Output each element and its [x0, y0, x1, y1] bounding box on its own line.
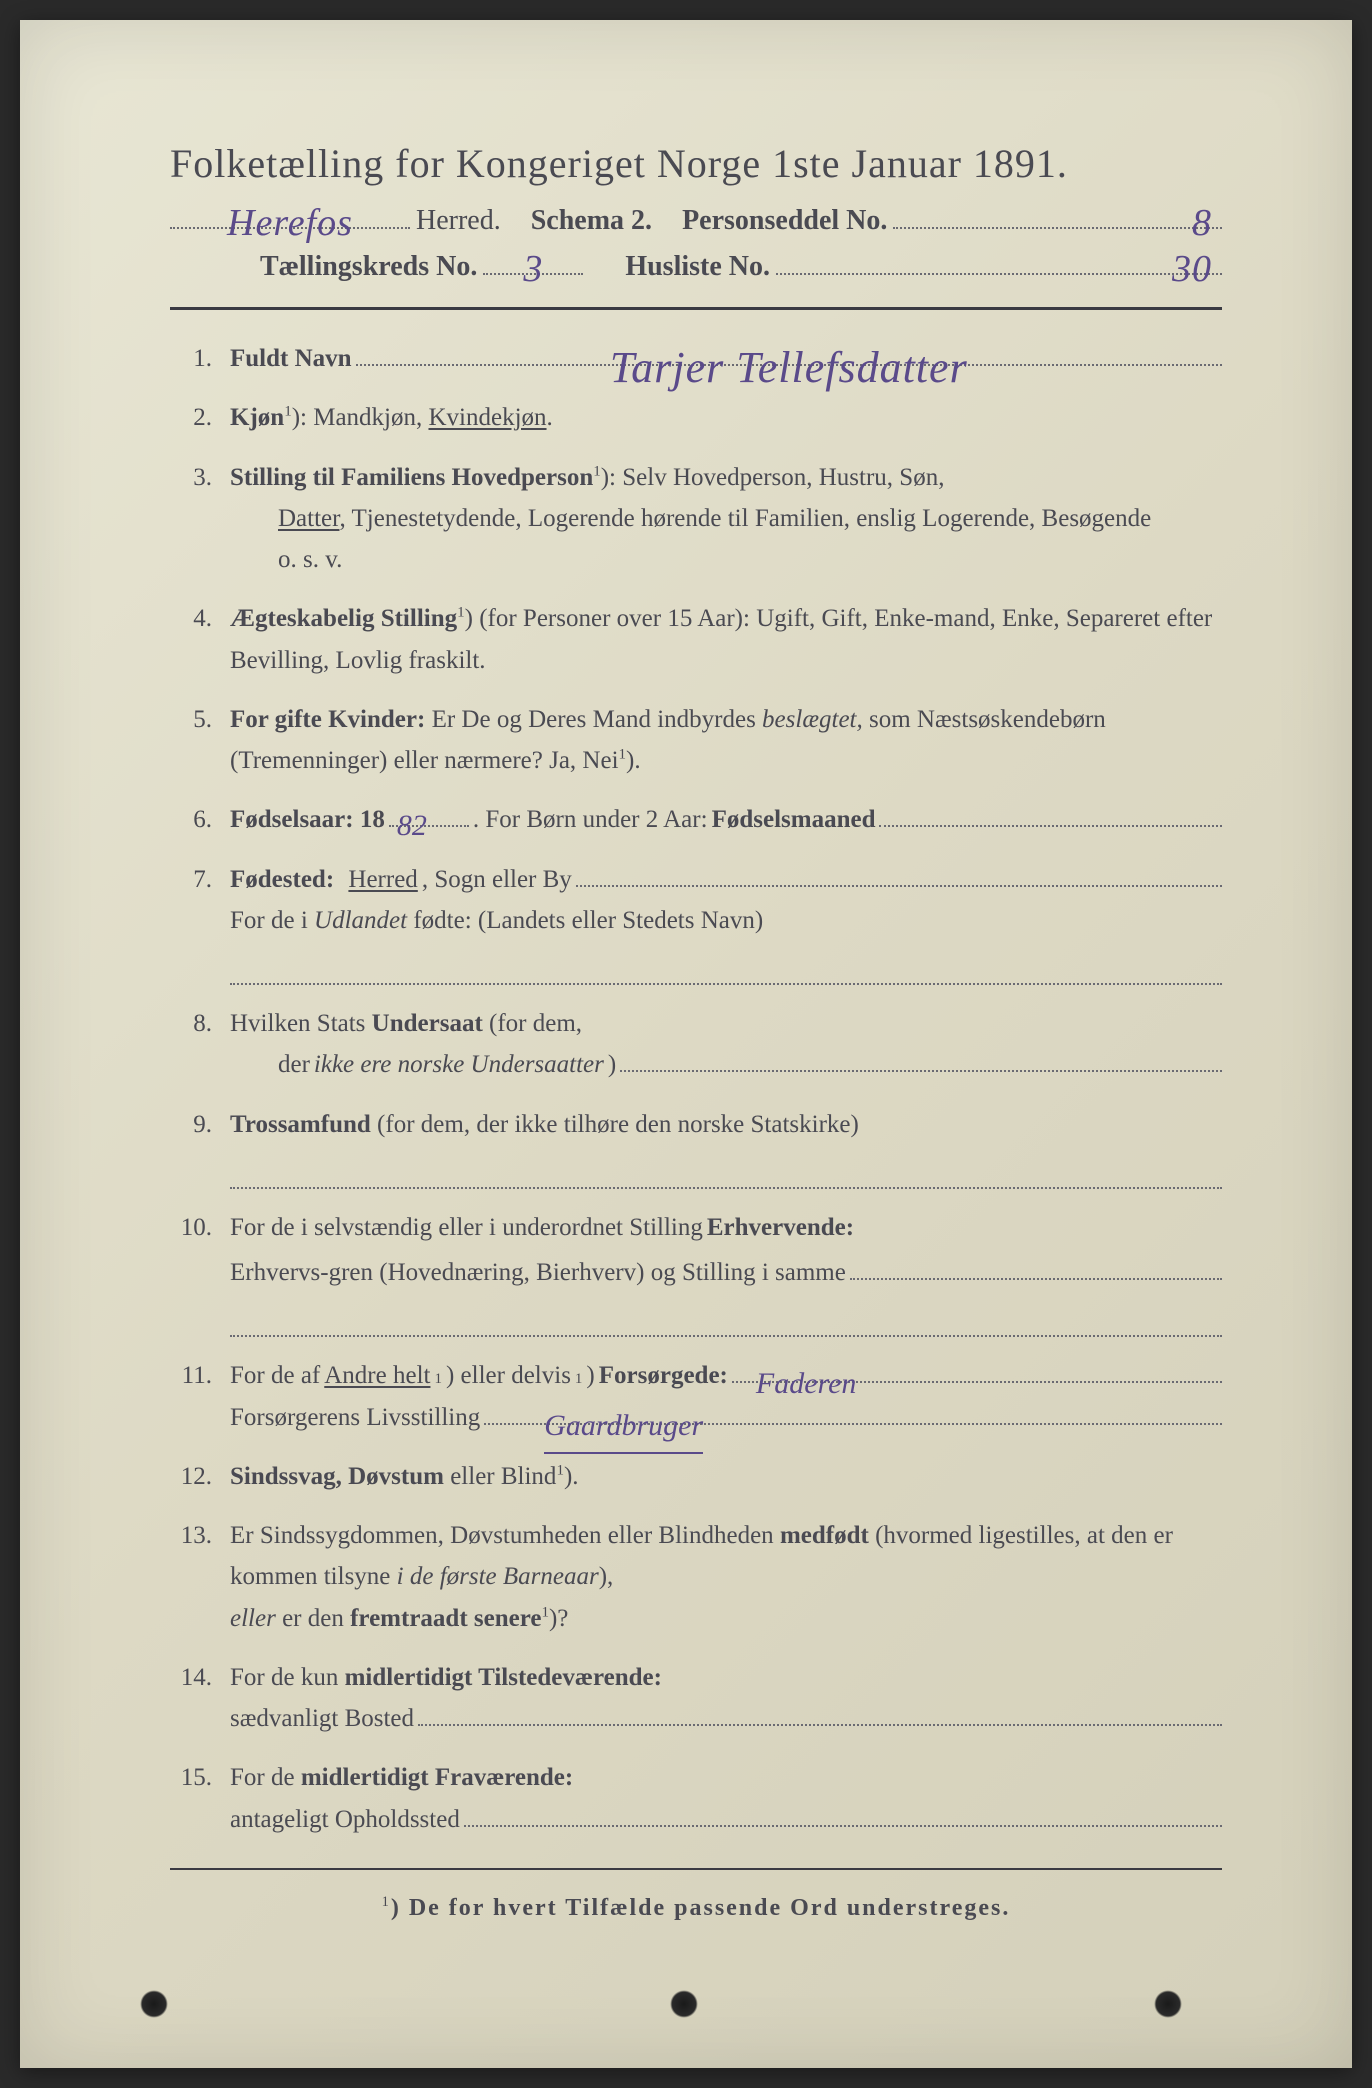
birthyear-field: 82: [389, 825, 469, 827]
item-10-occupation: 10. For de i selvstændig eller i underor…: [170, 1207, 1222, 1338]
header-row-1: Herefos Herred. Schema 2. Personseddel N…: [170, 205, 1222, 237]
divider-top: [170, 307, 1222, 310]
religion-field: [230, 1149, 1222, 1189]
occupation-field-1: [850, 1278, 1222, 1280]
taellingskreds-field: 3: [483, 273, 583, 275]
birthplace-abroad-field: [230, 945, 1222, 985]
personseddel-field: 8: [893, 227, 1222, 229]
husliste-label: Husliste No.: [625, 251, 770, 283]
provider-occupation-value: Gaardbruger: [544, 1401, 703, 1455]
schema-label: Schema 2.: [531, 205, 652, 237]
herred-field: Herefos: [170, 227, 410, 229]
item-1-name: 1. Fuldt Navn Tarjer Tellefsdatter: [170, 338, 1222, 379]
page-title: Folketælling for Kongeriget Norge 1ste J…: [170, 140, 1222, 187]
husliste-value: 30: [1172, 247, 1212, 291]
form-items: 1. Fuldt Navn Tarjer Tellefsdatter 2. Kj…: [170, 338, 1222, 1840]
item-15-absent: 15. For de midlertidigt Fraværende: anta…: [170, 1757, 1222, 1840]
item-14-present: 14. For de kun midlertidigt Tilstedevære…: [170, 1657, 1222, 1740]
footnote: 1) De for hvert Tilfælde passende Ord un…: [170, 1894, 1222, 1922]
personseddel-label: Personseddel No.: [682, 205, 887, 237]
punch-hole-icon: [140, 1990, 168, 2018]
item-7-selected: Herred: [348, 859, 417, 900]
birthplace-field: [576, 885, 1222, 887]
occupation-field-2: [230, 1297, 1222, 1337]
husliste-field: 30: [776, 273, 1222, 275]
item-3-relation: 3. Stilling til Familiens Hovedperson1):…: [170, 457, 1222, 581]
provider-relation-field: Faderen: [732, 1381, 1222, 1383]
divider-bottom: [170, 1868, 1222, 1870]
birthyear-value: 82: [397, 801, 427, 851]
herred-value: Herefos: [227, 201, 353, 245]
item-1-field: Tarjer Tellefsdatter: [356, 364, 1222, 366]
item-8-citizenship: 8. Hvilken Stats Undersaat (for dem, der…: [170, 1003, 1222, 1086]
taellingskreds-label: Tællingskreds No.: [260, 251, 477, 283]
item-5-related: 5. For gifte Kvinder: Er De og Deres Man…: [170, 699, 1222, 782]
punch-hole-icon: [670, 1990, 698, 2018]
citizenship-field: [620, 1070, 1222, 1072]
item-4-marital: 4. Ægteskabelig Stilling1) (for Personer…: [170, 598, 1222, 681]
usual-residence-field: [418, 1724, 1222, 1726]
provider-relation-value: Faderen: [756, 1359, 857, 1409]
item-11-dependent: 11. For de af Andre helt1) eller delvis1…: [170, 1355, 1222, 1438]
item-3-selected: Datter: [278, 505, 339, 532]
item-7-birthplace: 7. Fødested: Herred, Sogn eller By For d…: [170, 859, 1222, 986]
item-1-value: Tarjer Tellefsdatter: [610, 332, 968, 405]
item-12-disability: 12. Sindssvag, Døvstum eller Blind1).: [170, 1456, 1222, 1497]
herred-label: Herred.: [416, 205, 501, 237]
taellingskreds-value: 3: [523, 247, 543, 291]
item-2-selected: Kvindekjøn: [428, 404, 546, 431]
item-9-religion: 9. Trossamfund (for dem, der ikke tilhør…: [170, 1104, 1222, 1189]
punch-hole-icon: [1154, 1990, 1182, 2018]
personseddel-value: 8: [1192, 201, 1212, 245]
item-13-congenital: 13. Er Sindssygdommen, Døvstumheden elle…: [170, 1515, 1222, 1639]
provider-occupation-field: Gaardbruger: [484, 1423, 1222, 1425]
census-form-page: Folketælling for Kongeriget Norge 1ste J…: [20, 20, 1352, 2068]
item-6-birthyear: 6. Fødselsaar: 1882. For Børn under 2 Aa…: [170, 799, 1222, 840]
header-row-2: Tællingskreds No. 3 Husliste No. 30: [170, 251, 1222, 283]
item-1-label: Fuldt Navn: [230, 338, 352, 379]
birthmonth-field: [879, 825, 1222, 827]
probable-residence-field: [464, 1825, 1222, 1827]
